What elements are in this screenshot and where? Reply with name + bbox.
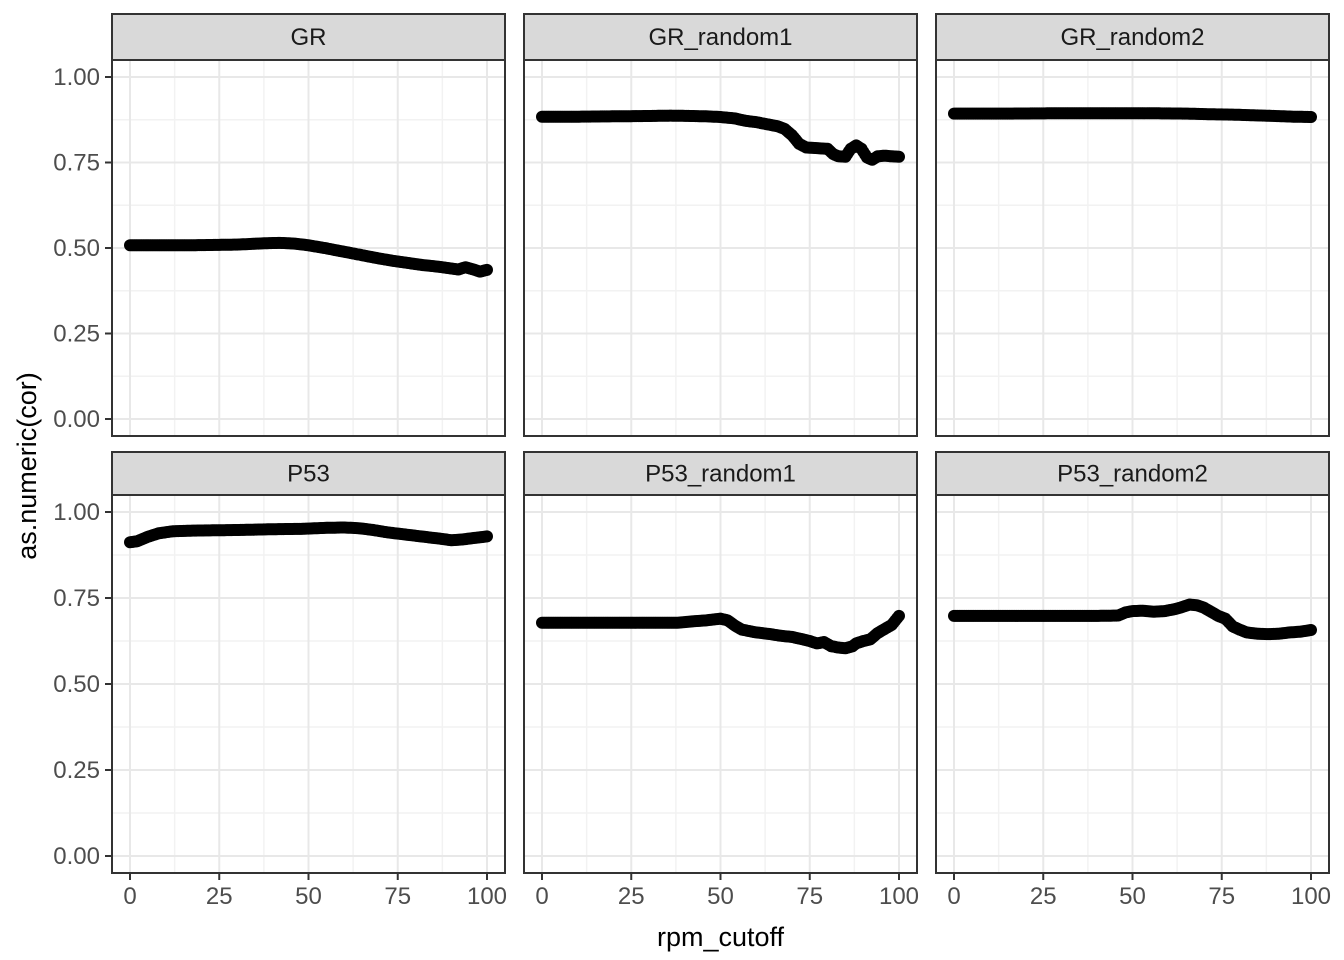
x-tick-label: 0 (123, 883, 136, 910)
series-P53 (124, 521, 493, 549)
y-tick-label: 0.25 (53, 757, 100, 784)
data-point (481, 530, 493, 543)
facet-strip-label: GR_random2 (1060, 24, 1204, 51)
y-axis-title: as.numeric(cor) (12, 372, 43, 560)
x-axis-title: rpm_cutoff (656, 922, 785, 952)
x-tick-label: 0 (535, 883, 548, 910)
y-tick-label: 0.75 (53, 585, 100, 612)
y-tick-label: 0.00 (53, 406, 100, 433)
panel-GR_random2: GR_random2 (935, 13, 1330, 437)
panel-GR_random1: GR_random1 (523, 13, 918, 437)
facet-strip (935, 451, 1330, 496)
panel-P53_random1: P53_random1 0 25 50 75 100 (523, 451, 919, 910)
data-point (481, 263, 493, 276)
series-GR_random2 (948, 107, 1317, 123)
x-tick-label: 100 (467, 883, 507, 910)
y-tick-label: 0.50 (53, 235, 100, 262)
x-tick-label: 50 (707, 883, 734, 910)
series-GR (124, 236, 493, 278)
facet-strip (935, 13, 1330, 61)
series-GR_random1 (536, 109, 905, 166)
series-P53_random2 (948, 598, 1317, 641)
x-tick-label: 25 (618, 883, 645, 910)
facet-strip (523, 13, 918, 61)
facet-strip (111, 13, 506, 61)
x-tick-label: 75 (384, 883, 411, 910)
x-tick-label: 25 (1030, 883, 1057, 910)
facet-strip (523, 451, 918, 496)
data-point (893, 150, 905, 163)
x-tick-label: 0 (947, 883, 960, 910)
facet-strip-label: P53_random2 (1057, 461, 1208, 488)
facet-strip-label: GR_random1 (648, 24, 792, 51)
x-tick-label: 75 (1208, 883, 1235, 910)
y-tick-label: 0.75 (53, 150, 100, 177)
panel-P53: P53 1.00 0.75 0.50 0.25 0.00 0 25 50 75 100 (53, 451, 507, 910)
series-P53_random1 (536, 609, 905, 655)
y-tick-label: 0.00 (53, 843, 100, 870)
facet-strip-label: P53 (287, 461, 330, 488)
data-point (1305, 624, 1317, 636)
y-tick-label: 0.50 (53, 671, 100, 698)
facet-strip-label: GR (291, 24, 327, 51)
x-tick-label: 25 (206, 883, 233, 910)
panel-GR: GR 1.00 0.75 0.50 0.25 0.00 (53, 13, 506, 437)
y-tick-label: 0.25 (53, 321, 100, 348)
x-tick-label: 100 (879, 883, 919, 910)
y-tick-label: 1.00 (53, 64, 100, 91)
facet-strip-label: P53_random1 (645, 461, 796, 488)
facet-strip (111, 451, 506, 496)
data-point (1305, 111, 1317, 123)
x-tick-label: 75 (796, 883, 823, 910)
x-tick-label: 50 (1119, 883, 1146, 910)
x-tick-label: 50 (295, 883, 322, 910)
y-tick-label: 1.00 (53, 499, 100, 526)
data-point (893, 609, 905, 622)
x-tick-label: 100 (1291, 883, 1331, 910)
panel-P53_random2: P53_random2 0 25 50 75 100 (935, 451, 1331, 910)
